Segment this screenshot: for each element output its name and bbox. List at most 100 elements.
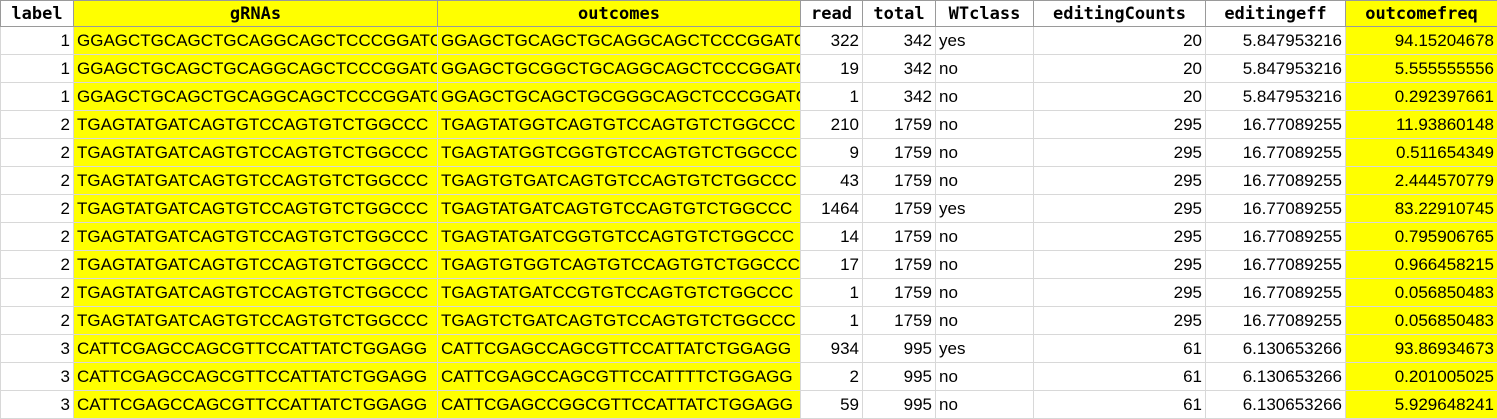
total-cell[interactable]: 1759 [862, 110, 936, 139]
header-cell[interactable]: editingeff [1205, 0, 1346, 27]
label-cell[interactable]: 2 [0, 138, 74, 167]
outcome-freq-cell[interactable]: 0.201005025 [1345, 362, 1497, 391]
editing-counts-cell[interactable]: 61 [1033, 334, 1206, 363]
outcome-cell[interactable]: TGAGTGTGATCAGTGTCCAGTGTCTGGCCC [437, 166, 801, 195]
outcome-cell[interactable]: GGAGCTGCAGCTGCAGGCAGCTCCCGGATC [437, 26, 801, 55]
grna-cell[interactable]: TGAGTATGATCAGTGTCCAGTGTCTGGCCC [73, 250, 438, 279]
editing-counts-cell[interactable]: 61 [1033, 390, 1206, 419]
editing-counts-cell[interactable]: 20 [1033, 82, 1206, 111]
wt-class-cell[interactable]: no [935, 138, 1034, 167]
total-cell[interactable]: 342 [862, 82, 936, 111]
wt-class-cell[interactable]: no [935, 54, 1034, 83]
read-cell[interactable]: 934 [800, 334, 863, 363]
editing-counts-cell[interactable]: 295 [1033, 250, 1206, 279]
outcome-freq-cell[interactable]: 94.15204678 [1345, 26, 1497, 55]
wt-class-cell[interactable]: no [935, 390, 1034, 419]
outcome-freq-cell[interactable]: 0.056850483 [1345, 306, 1497, 335]
editing-counts-cell[interactable]: 295 [1033, 138, 1206, 167]
wt-class-cell[interactable]: no [935, 278, 1034, 307]
editing-eff-cell[interactable]: 16.77089255 [1205, 278, 1346, 307]
label-cell[interactable]: 1 [0, 82, 74, 111]
total-cell[interactable]: 1759 [862, 278, 936, 307]
editing-eff-cell[interactable]: 5.847953216 [1205, 82, 1346, 111]
label-cell[interactable]: 1 [0, 54, 74, 83]
read-cell[interactable]: 322 [800, 26, 863, 55]
wt-class-cell[interactable]: no [935, 306, 1034, 335]
read-cell[interactable]: 1 [800, 278, 863, 307]
grna-cell[interactable]: TGAGTATGATCAGTGTCCAGTGTCTGGCCC [73, 222, 438, 251]
outcome-cell[interactable]: TGAGTATGATCAGTGTCCAGTGTCTGGCCC [437, 194, 801, 223]
outcome-cell[interactable]: GGAGCTGCGGCTGCAGGCAGCTCCCGGATC [437, 54, 801, 83]
editing-counts-cell[interactable]: 295 [1033, 110, 1206, 139]
editing-eff-cell[interactable]: 5.847953216 [1205, 54, 1346, 83]
total-cell[interactable]: 1759 [862, 138, 936, 167]
outcome-cell[interactable]: CATTCGAGCCAGCGTTCCATTTTCTGGAGG [437, 362, 801, 391]
label-cell[interactable]: 2 [0, 194, 74, 223]
wt-class-cell[interactable]: no [935, 250, 1034, 279]
read-cell[interactable]: 9 [800, 138, 863, 167]
outcome-cell[interactable]: CATTCGAGCCGGCGTTCCATTATCTGGAGG [437, 390, 801, 419]
header-cell[interactable]: WTclass [935, 0, 1034, 27]
grna-cell[interactable]: TGAGTATGATCAGTGTCCAGTGTCTGGCCC [73, 110, 438, 139]
wt-class-cell[interactable]: no [935, 110, 1034, 139]
outcome-freq-cell[interactable]: 0.795906765 [1345, 222, 1497, 251]
outcome-cell[interactable]: CATTCGAGCCAGCGTTCCATTATCTGGAGG [437, 334, 801, 363]
wt-class-cell[interactable]: yes [935, 334, 1034, 363]
editing-counts-cell[interactable]: 295 [1033, 194, 1206, 223]
grna-cell[interactable]: CATTCGAGCCAGCGTTCCATTATCTGGAGG [73, 334, 438, 363]
outcome-freq-cell[interactable]: 2.444570779 [1345, 166, 1497, 195]
total-cell[interactable]: 1759 [862, 166, 936, 195]
grna-cell[interactable]: CATTCGAGCCAGCGTTCCATTATCTGGAGG [73, 362, 438, 391]
total-cell[interactable]: 1759 [862, 306, 936, 335]
read-cell[interactable]: 17 [800, 250, 863, 279]
total-cell[interactable]: 342 [862, 54, 936, 83]
outcome-cell[interactable]: TGAGTATGGTCAGTGTCCAGTGTCTGGCCC [437, 110, 801, 139]
header-cell[interactable]: outcomefreq [1345, 0, 1497, 27]
editing-eff-cell[interactable]: 16.77089255 [1205, 222, 1346, 251]
editing-eff-cell[interactable]: 16.77089255 [1205, 138, 1346, 167]
header-cell[interactable]: editingCounts [1033, 0, 1206, 27]
grna-cell[interactable]: GGAGCTGCAGCTGCAGGCAGCTCCCGGATC [73, 54, 438, 83]
label-cell[interactable]: 2 [0, 166, 74, 195]
outcome-cell[interactable]: TGAGTCTGATCAGTGTCCAGTGTCTGGCCC [437, 306, 801, 335]
total-cell[interactable]: 1759 [862, 194, 936, 223]
editing-eff-cell[interactable]: 16.77089255 [1205, 306, 1346, 335]
read-cell[interactable]: 1 [800, 306, 863, 335]
grna-cell[interactable]: TGAGTATGATCAGTGTCCAGTGTCTGGCCC [73, 278, 438, 307]
label-cell[interactable]: 2 [0, 278, 74, 307]
total-cell[interactable]: 1759 [862, 222, 936, 251]
total-cell[interactable]: 1759 [862, 250, 936, 279]
read-cell[interactable]: 59 [800, 390, 863, 419]
grna-cell[interactable]: GGAGCTGCAGCTGCAGGCAGCTCCCGGATC [73, 82, 438, 111]
label-cell[interactable]: 2 [0, 250, 74, 279]
editing-counts-cell[interactable]: 295 [1033, 278, 1206, 307]
label-cell[interactable]: 1 [0, 26, 74, 55]
read-cell[interactable]: 43 [800, 166, 863, 195]
editing-counts-cell[interactable]: 295 [1033, 306, 1206, 335]
label-cell[interactable]: 2 [0, 222, 74, 251]
label-cell[interactable]: 2 [0, 306, 74, 335]
wt-class-cell[interactable]: yes [935, 26, 1034, 55]
outcome-freq-cell[interactable]: 0.511654349 [1345, 138, 1497, 167]
read-cell[interactable]: 14 [800, 222, 863, 251]
label-cell[interactable]: 3 [0, 390, 74, 419]
editing-counts-cell[interactable]: 61 [1033, 362, 1206, 391]
read-cell[interactable]: 2 [800, 362, 863, 391]
outcome-freq-cell[interactable]: 5.555555556 [1345, 54, 1497, 83]
editing-eff-cell[interactable]: 16.77089255 [1205, 166, 1346, 195]
editing-eff-cell[interactable]: 6.130653266 [1205, 334, 1346, 363]
read-cell[interactable]: 210 [800, 110, 863, 139]
header-cell[interactable]: gRNAs [73, 0, 438, 27]
total-cell[interactable]: 995 [862, 334, 936, 363]
wt-class-cell[interactable]: yes [935, 194, 1034, 223]
outcome-freq-cell[interactable]: 0.292397661 [1345, 82, 1497, 111]
outcome-cell[interactable]: TGAGTGTGGTCAGTGTCCAGTGTCTGGCCC [437, 250, 801, 279]
editing-counts-cell[interactable]: 20 [1033, 26, 1206, 55]
outcome-freq-cell[interactable]: 5.929648241 [1345, 390, 1497, 419]
header-cell[interactable]: outcomes [437, 0, 801, 27]
read-cell[interactable]: 1464 [800, 194, 863, 223]
grna-cell[interactable]: CATTCGAGCCAGCGTTCCATTATCTGGAGG [73, 390, 438, 419]
outcome-cell[interactable]: TGAGTATGATCGGTGTCCAGTGTCTGGCCC [437, 222, 801, 251]
total-cell[interactable]: 342 [862, 26, 936, 55]
outcome-freq-cell[interactable]: 11.93860148 [1345, 110, 1497, 139]
